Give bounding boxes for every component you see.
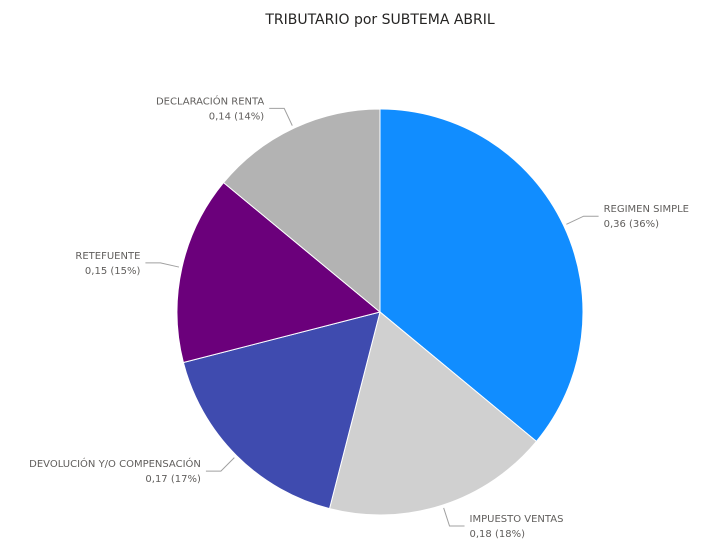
slice-label: DECLARACIÓN RENTA	[156, 94, 264, 107]
slice-value-label: 0,18 (18%)	[470, 529, 526, 540]
leader-line	[205, 457, 235, 472]
slice-label: IMPUESTO VENTAS	[470, 514, 564, 525]
chart-title: TRIBUTARIO por SUBTEMA ABRIL	[264, 12, 495, 28]
leader-line	[145, 262, 180, 268]
slice-value-label: 0,14 (14%)	[209, 111, 265, 122]
slice-label: DEVOLUCIÓN Y/O COMPENSACIÓN	[29, 457, 201, 470]
pie-slice	[182, 311, 381, 510]
pie-slice	[176, 181, 382, 364]
pie-slice	[222, 108, 381, 314]
slice-value-label: 0,15 (15%)	[85, 266, 141, 277]
slice-value-label: 0,36 (36%)	[604, 219, 660, 230]
slice-value-label: 0,17 (17%)	[145, 474, 201, 485]
slice-label: REGIMEN SIMPLE	[604, 204, 689, 215]
pie-slice	[328, 311, 538, 516]
pie-slice	[379, 108, 584, 443]
leader-line	[269, 107, 293, 126]
slice-label: RETEFUENTE	[75, 251, 140, 262]
leader-line	[566, 215, 599, 225]
leader-line	[443, 507, 465, 527]
